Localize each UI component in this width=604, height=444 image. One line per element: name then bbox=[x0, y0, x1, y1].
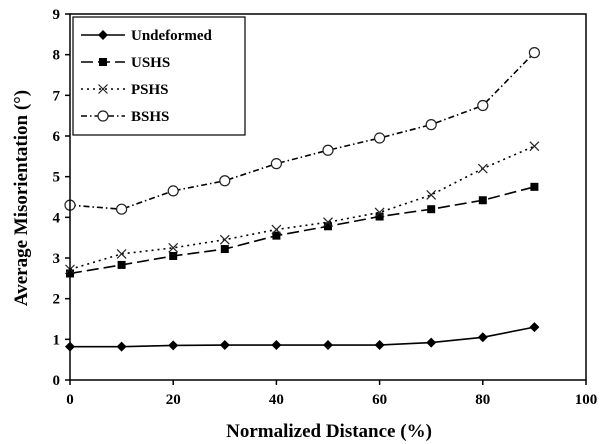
data-point-circle bbox=[374, 132, 386, 144]
x-tick-label: 20 bbox=[166, 392, 181, 408]
data-point-diamond bbox=[219, 340, 230, 351]
x-tick-label: 40 bbox=[269, 392, 284, 408]
data-point-x bbox=[168, 242, 179, 253]
x-marker-stroke bbox=[374, 207, 385, 218]
x-tick-label: 0 bbox=[66, 392, 74, 408]
data-point-square bbox=[530, 182, 539, 191]
data-point-diamond bbox=[477, 332, 488, 343]
series-line bbox=[69, 52, 535, 211]
data-point-square bbox=[375, 212, 384, 221]
data-point-x bbox=[271, 224, 282, 235]
legend-entry: BSHS bbox=[81, 109, 169, 125]
data-point-diamond bbox=[426, 337, 437, 348]
series-ushs bbox=[66, 182, 539, 278]
y-tick-label: 6 bbox=[53, 129, 61, 145]
plot-layer bbox=[64, 47, 541, 352]
series-line bbox=[70, 326, 535, 348]
data-point-circle bbox=[167, 185, 179, 197]
y-tick-label: 0 bbox=[53, 373, 61, 389]
x-marker-stroke bbox=[98, 84, 108, 94]
data-point-circle bbox=[322, 144, 334, 156]
axes-layer: 0 1 2 3 4 5 6 7 8 9 0 20 40 60 80 100 bbox=[53, 7, 598, 408]
x-marker-stroke bbox=[323, 217, 333, 228]
y-tick-label: 9 bbox=[53, 7, 61, 23]
y-tick-label: 1 bbox=[53, 332, 61, 348]
data-point-x bbox=[477, 163, 488, 174]
data-point-diamond bbox=[529, 322, 540, 333]
data-point-diamond bbox=[323, 340, 333, 351]
plot-frame bbox=[69, 13, 587, 381]
data-point-square bbox=[99, 58, 107, 66]
data-point-circle bbox=[97, 110, 109, 122]
legend-entry: USHS bbox=[81, 55, 170, 71]
y-tick-label: 7 bbox=[53, 88, 61, 104]
data-point-x bbox=[116, 249, 127, 259]
x-marker-stroke bbox=[168, 242, 179, 253]
data-point-circle bbox=[115, 203, 128, 215]
x-marker-stroke bbox=[477, 163, 488, 174]
data-point-x bbox=[426, 190, 437, 200]
data-point-diamond bbox=[374, 340, 385, 351]
data-point-diamond bbox=[271, 340, 282, 351]
legend: Undeformed USHS PSHS BSHS bbox=[72, 16, 246, 136]
x-marker-stroke bbox=[116, 249, 127, 259]
y-tick-label: 5 bbox=[53, 170, 61, 186]
data-point-square bbox=[169, 251, 178, 260]
data-point-square bbox=[220, 245, 229, 254]
series-undeformed bbox=[65, 322, 540, 352]
legend-entry: Undeformed bbox=[81, 28, 212, 44]
y-tick-label: 3 bbox=[53, 251, 61, 267]
legend-label: BSHS bbox=[131, 109, 169, 125]
data-point-square bbox=[427, 205, 436, 214]
data-point-x bbox=[374, 207, 385, 218]
x-tick-label: 60 bbox=[372, 392, 387, 408]
x-axis-title: Normalized Distance (%) bbox=[226, 421, 432, 442]
series-pshs bbox=[65, 141, 540, 275]
data-point-square bbox=[272, 231, 281, 240]
legend-label: PSHS bbox=[131, 82, 169, 98]
x-marker-stroke bbox=[529, 141, 540, 152]
data-point-x bbox=[323, 217, 333, 228]
y-tick-label: 4 bbox=[53, 210, 61, 226]
series-line bbox=[69, 145, 535, 271]
data-point-diamond bbox=[168, 340, 179, 351]
y-tick-label: 2 bbox=[53, 292, 61, 308]
x-tick-label: 100 bbox=[575, 392, 598, 408]
data-point-diamond bbox=[116, 341, 127, 352]
data-point-square bbox=[478, 196, 487, 205]
data-point-x bbox=[98, 84, 108, 94]
data-point-circle bbox=[219, 175, 231, 187]
y-tick-label: 8 bbox=[53, 48, 61, 64]
data-point-square bbox=[324, 222, 332, 231]
x-marker-stroke bbox=[426, 190, 437, 200]
y-axis-title: Average Misorientation (°) bbox=[11, 90, 32, 306]
x-marker-stroke bbox=[271, 224, 282, 235]
legend-entry: PSHS bbox=[81, 82, 169, 98]
data-point-circle bbox=[528, 47, 541, 59]
data-point-x bbox=[219, 234, 230, 245]
data-point-circle bbox=[425, 119, 437, 131]
legend-label: Undeformed bbox=[131, 28, 212, 44]
data-point-x bbox=[529, 141, 540, 152]
data-point-circle bbox=[477, 99, 489, 112]
data-point-diamond bbox=[98, 30, 108, 40]
x-tick-label: 80 bbox=[475, 392, 490, 408]
data-point-circle bbox=[270, 158, 282, 170]
series-line bbox=[69, 186, 535, 275]
data-point-square bbox=[117, 260, 126, 269]
legend-label: USHS bbox=[131, 55, 170, 71]
x-marker-stroke bbox=[219, 234, 230, 245]
